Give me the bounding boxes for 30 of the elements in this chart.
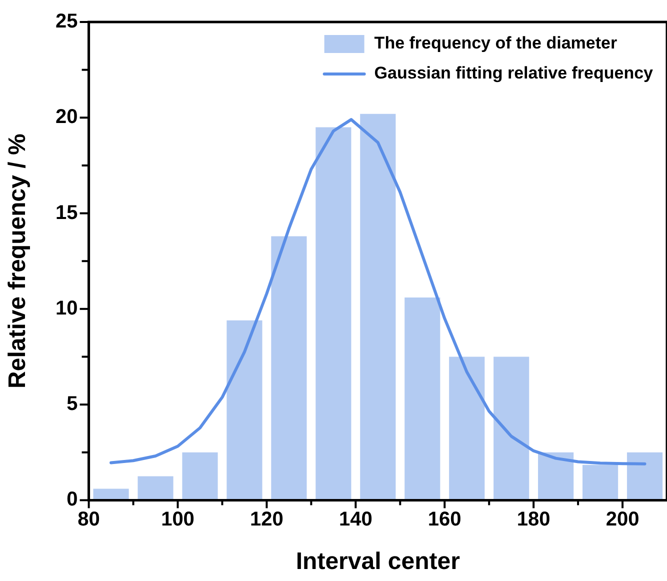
x-axis-title: Interval center: [296, 548, 460, 576]
y-tick-label: 15: [56, 202, 78, 224]
bar: [93, 488, 129, 500]
bar: [582, 464, 618, 500]
y-tick-label: 25: [56, 10, 78, 33]
bar: [494, 356, 530, 500]
bar: [538, 452, 574, 500]
bar: [360, 114, 396, 500]
bar: [271, 236, 307, 500]
x-tick-label: 100: [161, 508, 194, 531]
bar: [449, 356, 485, 500]
y-axis-title: Relative frequency / %: [4, 134, 32, 388]
x-tick-label: 180: [516, 508, 550, 531]
y-tick-label: 20: [56, 106, 78, 128]
bar: [316, 127, 352, 500]
legend-label: The frequency of the diameter: [374, 34, 618, 53]
x-tick-label: 160: [428, 508, 462, 531]
bar: [182, 452, 218, 500]
bar: [226, 320, 262, 500]
y-tick-label: 5: [66, 393, 78, 416]
y-tick-label: 10: [56, 297, 78, 320]
bar: [626, 452, 663, 500]
bar: [404, 297, 440, 500]
y-tick-label: 0: [66, 488, 78, 511]
x-tick-label: 120: [250, 508, 284, 531]
bar: [138, 476, 174, 500]
x-tick-label: 140: [338, 508, 372, 531]
legend-label: Gaussian fitting relative frequency: [374, 64, 654, 83]
x-tick-label: 200: [606, 508, 640, 531]
x-tick-label: 80: [78, 508, 100, 531]
